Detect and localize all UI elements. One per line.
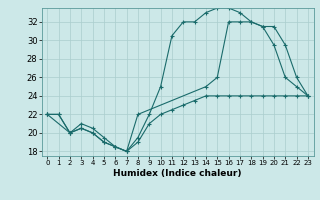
X-axis label: Humidex (Indice chaleur): Humidex (Indice chaleur) [113, 169, 242, 178]
